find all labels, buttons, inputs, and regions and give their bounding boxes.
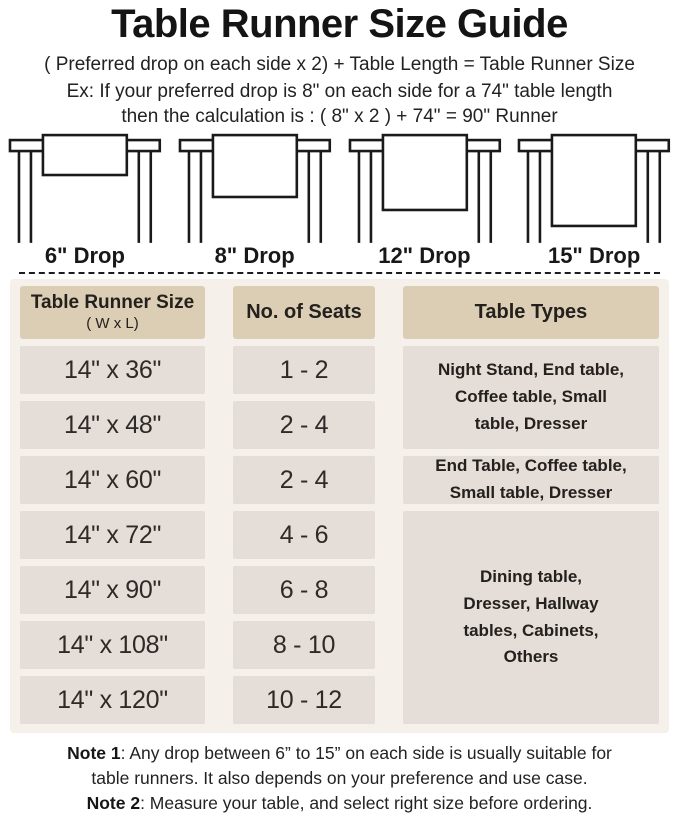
seats-cell-row4: 4 - 6 <box>233 511 375 559</box>
table-runner-diagram-icon <box>178 133 331 243</box>
table-runner-diagram-icon <box>517 133 671 243</box>
header-runner-size: Table Runner Size ( W x L) <box>20 286 205 339</box>
size-cell-row1: 14" x 36" <box>20 346 205 394</box>
drop-illustrations <box>0 133 679 243</box>
drop-label-8: 8" Drop <box>214 243 295 268</box>
types-cell-group3: Dining table, Dresser, Hallway tables, C… <box>403 511 659 724</box>
drop-label-15: 15" Drop <box>547 243 641 268</box>
size-cell-row3: 14" x 60" <box>20 456 205 504</box>
dashed-divider <box>19 272 660 274</box>
note-2-text: : Measure your table, and select right s… <box>140 792 593 813</box>
size-table: Table Runner Size ( W x L) No. of Seats … <box>10 279 669 733</box>
notes: Note 1: Any drop between 6” to 15” on ea… <box>0 741 679 816</box>
runner-rect <box>211 133 298 199</box>
drop-label-12: 12" Drop <box>378 243 471 268</box>
note-2-label: Note 2 <box>86 792 141 813</box>
header-runner-size-subtitle: ( W x L) <box>86 315 139 333</box>
drop-figure-15 <box>509 133 679 243</box>
page-title: Table Runner Size Guide <box>111 2 568 46</box>
note-2: Note 2: Measure your table, and select r… <box>5 791 675 816</box>
drop-figure-8 <box>170 133 340 243</box>
note-1-label: Note 1 <box>67 743 121 763</box>
example-line-2: then the calculation is : ( 8" x 2 ) + 7… <box>121 106 558 127</box>
size-cell-row2: 14" x 48" <box>20 401 205 449</box>
types-cell-group2: End Table, Coffee table, Small table, Dr… <box>403 456 659 504</box>
drop-label-6: 6" Drop <box>44 243 125 268</box>
drop-figure-6 <box>0 133 170 243</box>
seats-cell-row2: 2 - 4 <box>233 401 375 449</box>
seats-cell-row3: 2 - 4 <box>233 456 375 504</box>
runner-rect <box>41 133 129 177</box>
formula-text: ( Preferred drop on each side x 2) + Tab… <box>44 54 635 75</box>
size-cell-row4: 14" x 72" <box>20 511 205 559</box>
table-runner-diagram-icon <box>348 133 501 243</box>
note-1-text: : Any drop between 6” to 15” on each sid… <box>91 743 612 788</box>
drop-labels: 6" Drop 8" Drop 12" Drop 15" Drop <box>0 243 679 269</box>
header-runner-size-title: Table Runner Size <box>30 291 195 313</box>
runner-rect <box>381 133 468 212</box>
example-line-1: Ex: If your preferred drop is 8" on each… <box>66 81 613 102</box>
header-seats: No. of Seats <box>233 286 375 339</box>
drop-figure-12 <box>340 133 510 243</box>
table-runner-diagram-icon <box>8 133 162 243</box>
seats-cell-row6: 8 - 10 <box>233 621 375 669</box>
size-cell-row5: 14" x 90" <box>20 566 205 614</box>
runner-rect <box>550 133 638 228</box>
header-table-types: Table Types <box>403 286 659 339</box>
size-cell-row7: 14" x 120" <box>20 676 205 724</box>
types-cell-group1: Night Stand, End table, Coffee table, Sm… <box>403 346 659 449</box>
size-cell-row6: 14" x 108" <box>20 621 205 669</box>
seats-cell-row5: 6 - 8 <box>233 566 375 614</box>
seats-cell-row7: 10 - 12 <box>233 676 375 724</box>
note-1: Note 1: Any drop between 6” to 15” on ea… <box>5 741 675 791</box>
seats-cell-row1: 1 - 2 <box>233 346 375 394</box>
